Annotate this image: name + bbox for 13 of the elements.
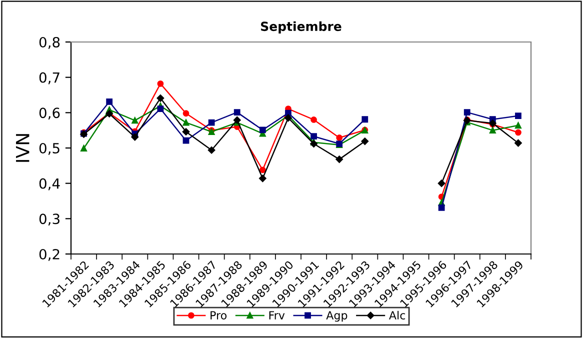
- y-tick-label: 0,2: [39, 248, 60, 261]
- y-tick-label: 0,6: [39, 108, 60, 120]
- legend-label: Alc: [388, 310, 406, 320]
- y-tick-label: 0,5: [39, 142, 60, 155]
- legend-label: Frv: [269, 311, 285, 320]
- chart-title: Septiembre: [261, 21, 342, 34]
- y-tick-label: 0,3: [39, 214, 60, 226]
- y-tick-label: 0,7: [39, 72, 60, 84]
- legend-label: Pro: [210, 311, 227, 320]
- legend-label: Agp: [326, 311, 348, 322]
- y-axis-title: IVN: [16, 134, 30, 162]
- y-tick-label: 0,4: [39, 178, 60, 190]
- y-tick-label: 0,8: [39, 36, 60, 49]
